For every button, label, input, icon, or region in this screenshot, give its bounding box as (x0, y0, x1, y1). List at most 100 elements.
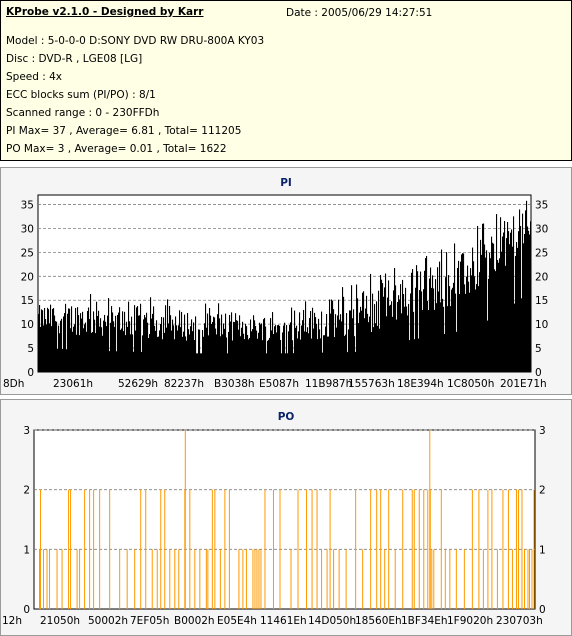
pi-bar (93, 311, 95, 372)
scan-date: Date : 2005/06/29 14:27:51 (286, 7, 433, 19)
pi-bar (392, 316, 394, 372)
pi-bar (490, 258, 492, 372)
pi-bar (125, 335, 127, 372)
pi-bar (231, 312, 233, 372)
pi-bar (234, 322, 236, 372)
pi-bar (311, 338, 313, 372)
pi-y-tick-right: 10 (535, 319, 548, 331)
pi-bar (507, 222, 509, 372)
pi-bar (421, 291, 423, 372)
pi-bar (246, 326, 248, 372)
pi-bar (235, 313, 237, 372)
pi-bar (56, 321, 58, 372)
pi-bar (466, 276, 468, 372)
pi-bar (68, 308, 70, 372)
po-bar (433, 549, 435, 609)
po-bar (306, 489, 308, 609)
pi-bar (427, 300, 429, 372)
po-bar (423, 489, 425, 609)
pi-bar (268, 339, 270, 372)
po-y-tick-right: 3 (539, 425, 546, 437)
po-bar (384, 549, 386, 609)
pi-bar (295, 327, 297, 372)
pi-bar (163, 317, 165, 372)
pi-bar (183, 331, 185, 372)
pi-bar (372, 293, 374, 372)
po-bar (531, 549, 533, 609)
pi-bar (284, 322, 286, 372)
pi-bar (397, 302, 399, 372)
po-bar (56, 549, 58, 609)
pi-bar (106, 326, 108, 372)
pi-bar (102, 335, 104, 372)
pi-bar (152, 313, 154, 372)
pi-bar (344, 335, 346, 372)
pi-bar (40, 326, 42, 372)
pi-bar (305, 301, 307, 372)
pi-bar (114, 326, 116, 372)
pi-x-tick: 11B987h (305, 378, 352, 390)
pi-bar (176, 325, 178, 372)
pi-bar (369, 316, 371, 372)
pi-bar (355, 351, 357, 372)
pi-bar (342, 287, 344, 372)
pi-bar (529, 234, 531, 372)
pi-bar (270, 318, 272, 372)
pi-bar (242, 321, 244, 372)
pi-bar (409, 340, 411, 372)
pi-bar (269, 337, 271, 372)
pi-bar (260, 324, 262, 372)
pi-bar (310, 311, 312, 372)
pi-bar (495, 271, 497, 372)
pi-bar (312, 307, 314, 372)
pi-bar (59, 333, 61, 372)
pi-chart: PI 0 5 10 15 20 25 30 35 0 5 10 15 20 25 30 35 8Dh 2306… (3, 177, 548, 390)
pi-bar (188, 329, 190, 372)
po-bar (245, 549, 247, 609)
pi-bar (477, 225, 479, 372)
pi-bar (306, 331, 308, 372)
po-bar (463, 549, 465, 609)
pi-bar (426, 255, 428, 372)
pi-bar (178, 325, 180, 372)
pi-bar (190, 326, 192, 372)
pi-bar (275, 325, 277, 372)
pi-bar (110, 322, 112, 372)
pi-bar (109, 351, 111, 372)
pi-bar (304, 331, 306, 372)
pi-bar (83, 328, 85, 372)
pi-bar (330, 313, 332, 372)
pi-bar (259, 322, 261, 372)
pi-bar (448, 275, 450, 372)
pi-bar (144, 314, 146, 372)
pi-bar (299, 312, 301, 372)
pi-bar (417, 271, 419, 372)
po-chart: PO 0 1 2 3 0 1 2 3 12h 21050h 50002h 7EF05h B0002h… (2, 411, 546, 627)
pi-bar (493, 243, 495, 372)
pi-bar (208, 335, 210, 372)
pi-y-tick-left: 15 (21, 295, 34, 307)
pi-bar (457, 267, 459, 372)
po-bar (345, 549, 347, 609)
pi-bar (142, 335, 144, 372)
pi-bar (497, 260, 499, 372)
pi-bar (227, 353, 229, 372)
pi-bar (486, 250, 488, 372)
po-bar (338, 549, 340, 609)
po-bar (151, 549, 153, 609)
pi-bar (279, 325, 281, 372)
info-speed: Speed : 4x (6, 71, 63, 83)
pi-bar (282, 332, 284, 372)
pi-bar (237, 320, 239, 372)
pi-bar (319, 329, 321, 372)
pi-bar (500, 217, 502, 372)
pi-bar (302, 320, 304, 372)
pi-bar (519, 209, 521, 372)
pi-bar (377, 325, 379, 372)
pi-bar (360, 306, 362, 372)
pi-bar (218, 303, 220, 372)
po-bar (238, 549, 240, 609)
pi-bar (382, 283, 384, 372)
pi-bar (195, 316, 197, 372)
pi-bar (222, 334, 224, 372)
